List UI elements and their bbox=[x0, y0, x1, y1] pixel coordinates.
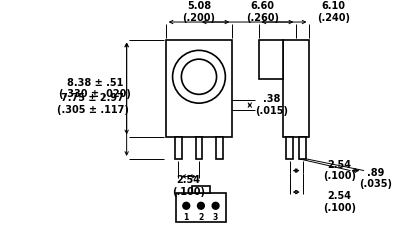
Text: 6.10
(.240): 6.10 (.240) bbox=[317, 1, 350, 23]
Bar bbox=[175, 137, 182, 159]
Text: .89
(.035): .89 (.035) bbox=[359, 168, 392, 189]
Circle shape bbox=[172, 50, 225, 103]
Text: 7.75 ± 2.97
(.305 ± .117): 7.75 ± 2.97 (.305 ± .117) bbox=[56, 93, 128, 115]
Text: 1: 1 bbox=[184, 213, 189, 222]
Bar bbox=[258, 40, 283, 79]
Text: 8.38 ± .51
(.330 ± .020): 8.38 ± .51 (.330 ± .020) bbox=[60, 78, 131, 99]
Text: 2: 2 bbox=[198, 213, 204, 222]
Bar bbox=[286, 137, 293, 159]
Bar bbox=[299, 137, 306, 159]
Circle shape bbox=[212, 202, 219, 209]
Text: 2.54
(.100): 2.54 (.100) bbox=[323, 191, 356, 213]
Bar bbox=[176, 193, 226, 222]
Text: 5.08
(.200): 5.08 (.200) bbox=[182, 1, 216, 23]
Text: 2.54
(.100): 2.54 (.100) bbox=[323, 160, 356, 181]
Circle shape bbox=[181, 59, 216, 94]
Bar bbox=[283, 40, 310, 137]
Bar bbox=[166, 40, 232, 137]
Text: .38
(.015): .38 (.015) bbox=[255, 94, 288, 116]
Circle shape bbox=[183, 202, 190, 209]
Circle shape bbox=[198, 202, 204, 209]
Bar bbox=[196, 137, 202, 159]
Text: 3: 3 bbox=[213, 213, 218, 222]
Bar bbox=[216, 137, 223, 159]
Bar bbox=[192, 186, 210, 193]
Text: 6.60
(.260): 6.60 (.260) bbox=[246, 1, 279, 23]
Text: 2.54
(.100): 2.54 (.100) bbox=[172, 175, 205, 197]
